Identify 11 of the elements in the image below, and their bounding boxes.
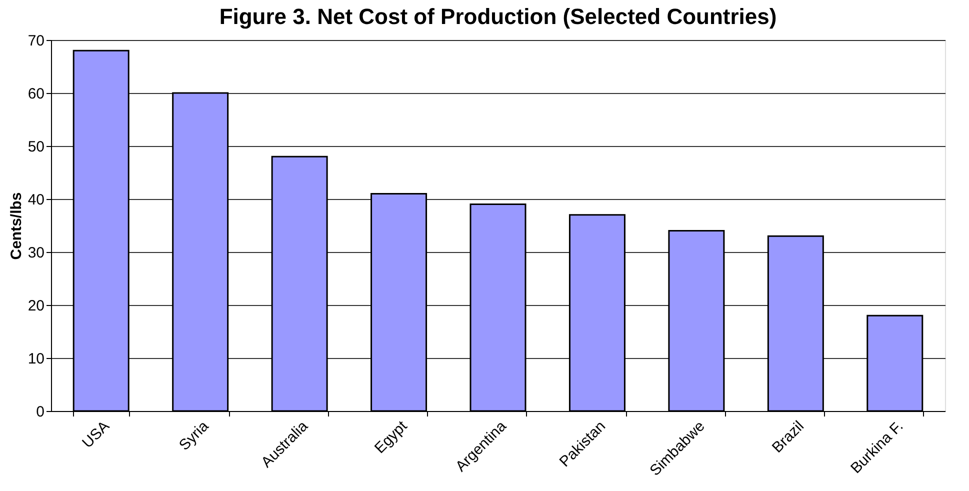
y-tick-label: 60 [28,86,44,102]
y-tick-label: 20 [28,298,44,314]
chart-title: Figure 3. Net Cost of Production (Selected Countries) [219,4,777,29]
x-tick-label: USA [79,418,113,452]
y-tick-label: 40 [28,192,44,208]
y-tick-label: 50 [28,138,44,156]
y-tick-label: 0 [36,404,44,420]
y-tick-label: 70 [28,32,44,50]
y-tick-label: 10 [28,350,44,368]
y-tick-label: 30 [28,244,44,262]
y-axis-title: Cents/lbs [8,192,25,260]
